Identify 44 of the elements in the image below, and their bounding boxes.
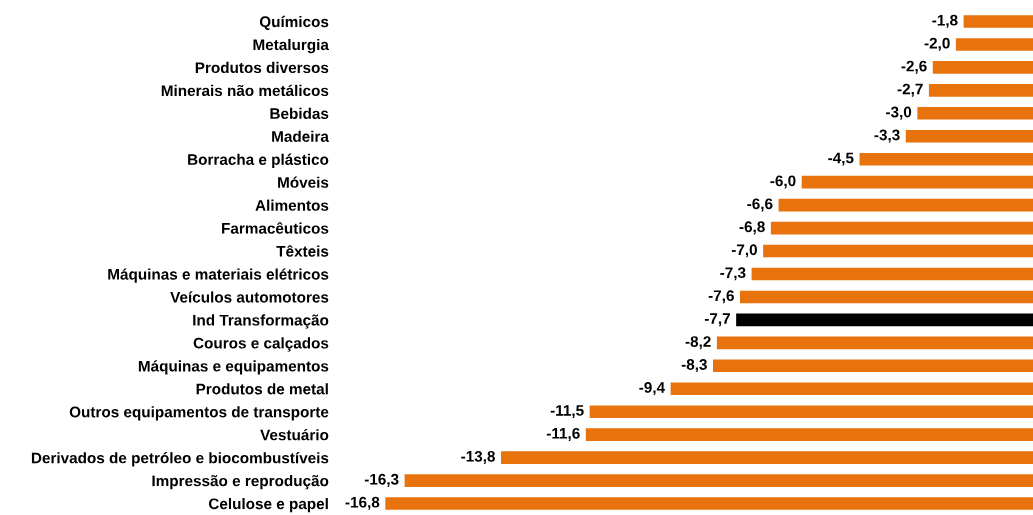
data-label: -16,8: [345, 496, 380, 510]
data-label: -7,3: [720, 267, 746, 281]
y-tick-label: Veículos automotores: [170, 291, 329, 303]
data-label: -6,8: [739, 221, 765, 235]
y-tick-label: Químicos: [259, 15, 329, 31]
data-label: -7,0: [731, 244, 757, 258]
y-tick-label: Derivados de petróleo e biocombustíveis: [31, 452, 329, 467]
y-tick-label: Máquinas e materiais elétricos: [108, 268, 329, 283]
y-tick-label: Outros equipamentos de transporte: [69, 406, 329, 421]
data-label: -16,3: [364, 473, 399, 487]
y-tick-label: Ind Transformação: [193, 314, 329, 329]
data-label: -2,7: [897, 83, 923, 97]
y-tick-label: Vestuário: [260, 428, 329, 441]
y-tick-label: Produtos de metal: [196, 383, 328, 395]
y-tick-label: Impressão e reprodução: [152, 475, 329, 490]
y-tick-label: Têxteis: [276, 245, 329, 257]
y-tick-label: Borracha e plástico: [188, 153, 329, 168]
data-label: -3,3: [874, 129, 900, 143]
data-label: -6,6: [747, 198, 773, 212]
data-label: -7,6: [708, 290, 734, 304]
data-label: -9,4: [639, 382, 665, 396]
data-label: -2,0: [924, 37, 950, 51]
data-label: -8,3: [681, 359, 707, 373]
y-tick-label: Farmacêuticos: [222, 222, 329, 234]
data-label: -4,5: [828, 152, 854, 166]
data-label: -2,6: [901, 60, 927, 74]
y-tick-label: Minerais não metálicos: [161, 84, 329, 97]
y-tick-label: Bebidas: [270, 107, 329, 119]
y-tick-label: Móveis: [278, 176, 329, 188]
y-tick-label: Alimentos: [255, 199, 329, 211]
y-tick-label: Couros e calçados: [193, 337, 329, 352]
y-tick-label: Produtos diversos: [195, 61, 329, 74]
y-tick-label: Madeira: [272, 130, 329, 142]
data-label: -7,7: [704, 313, 730, 327]
data-label: -1,8: [932, 14, 958, 28]
y-tick-label: Metalurgia: [253, 38, 329, 54]
y-tick-label: Celulose e papel: [208, 497, 328, 513]
y-tick-label: Máquinas e equipamentos: [138, 360, 329, 375]
data-label: -11,6: [546, 427, 580, 441]
data-label: -11,5: [550, 405, 584, 419]
data-label: -6,0: [770, 175, 796, 189]
data-label: -13,8: [461, 450, 495, 464]
data-label: -3,0: [886, 106, 912, 120]
data-label: -8,2: [685, 336, 711, 350]
